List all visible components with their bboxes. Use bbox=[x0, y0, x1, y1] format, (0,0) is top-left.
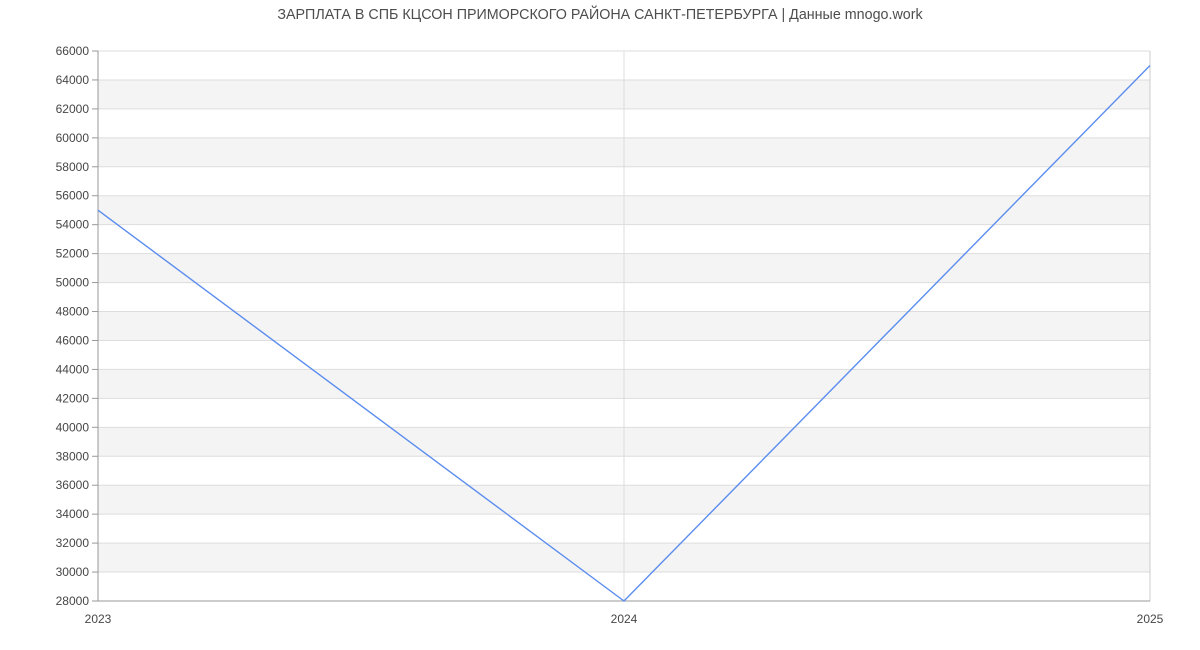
svg-text:38000: 38000 bbox=[56, 449, 90, 463]
svg-text:28000: 28000 bbox=[56, 594, 90, 608]
svg-text:46000: 46000 bbox=[56, 333, 90, 347]
svg-text:36000: 36000 bbox=[56, 478, 90, 492]
svg-text:56000: 56000 bbox=[56, 189, 90, 203]
svg-text:2024: 2024 bbox=[611, 612, 638, 626]
svg-text:62000: 62000 bbox=[56, 102, 90, 116]
svg-text:54000: 54000 bbox=[56, 218, 90, 232]
svg-text:60000: 60000 bbox=[56, 131, 90, 145]
svg-text:58000: 58000 bbox=[56, 160, 90, 174]
svg-text:42000: 42000 bbox=[56, 391, 90, 405]
svg-text:50000: 50000 bbox=[56, 276, 90, 290]
svg-text:48000: 48000 bbox=[56, 305, 90, 319]
svg-text:32000: 32000 bbox=[56, 536, 90, 550]
svg-text:52000: 52000 bbox=[56, 247, 90, 261]
svg-text:34000: 34000 bbox=[56, 507, 90, 521]
svg-text:30000: 30000 bbox=[56, 565, 90, 579]
svg-text:44000: 44000 bbox=[56, 362, 90, 376]
svg-text:40000: 40000 bbox=[56, 420, 90, 434]
svg-text:2025: 2025 bbox=[1137, 612, 1164, 626]
svg-text:64000: 64000 bbox=[56, 73, 90, 87]
svg-text:66000: 66000 bbox=[56, 44, 90, 58]
svg-text:2023: 2023 bbox=[85, 612, 112, 626]
